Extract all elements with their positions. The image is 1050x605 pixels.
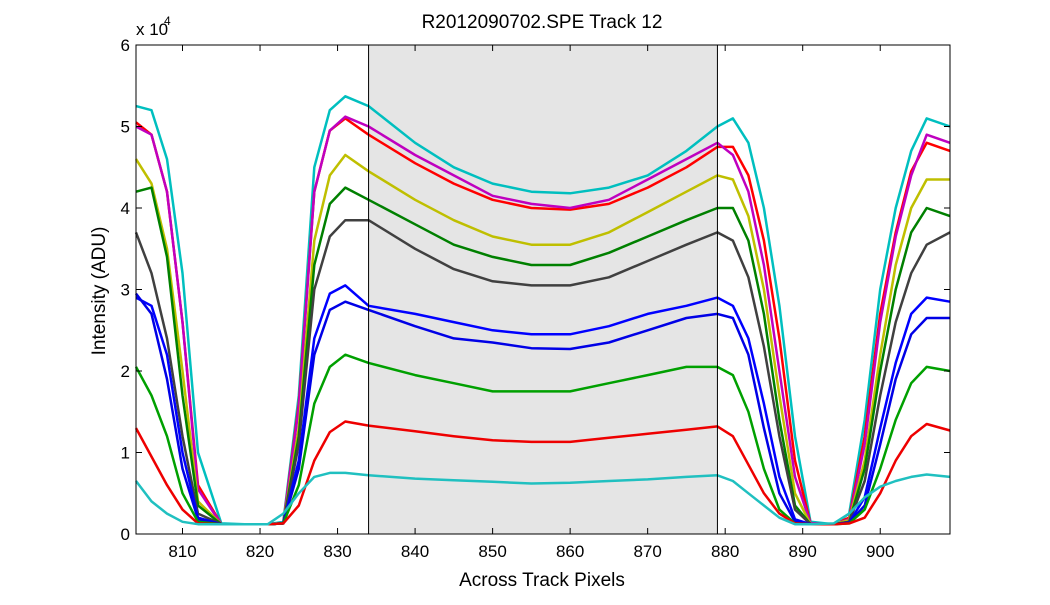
x-tick-label: 890 — [789, 542, 817, 561]
x-tick-label: 850 — [478, 542, 506, 561]
y-tick-label: 3 — [121, 281, 130, 300]
y-tick-label: 0 — [121, 525, 130, 544]
x-tick-label: 820 — [246, 542, 274, 561]
shaded-region — [368, 45, 718, 534]
chart-title: R2012090702.SPE Track 12 — [422, 12, 663, 33]
x-tick-label: 880 — [711, 542, 739, 561]
series-line-11 — [135, 471, 951, 526]
x-axis-label: Across Track Pixels — [459, 570, 625, 591]
y-tick-label: 6 — [121, 36, 130, 55]
series-layer — [134, 95, 951, 526]
y-ticks: 0 1 2 3 4 5 6 — [121, 36, 950, 544]
y-tick-label: 4 — [121, 199, 130, 218]
x-tick-label: 860 — [556, 542, 584, 561]
x-tick-label: 830 — [323, 542, 351, 561]
x-ticks: 810 820 830 840 850 860 870 880 890 900 — [168, 45, 894, 561]
y-multiplier-exponent: 4 — [164, 14, 171, 28]
y-multiplier-label: x 10 — [136, 20, 168, 39]
y-tick-label: 1 — [121, 444, 130, 463]
y-tick-label: 5 — [121, 118, 130, 137]
x-tick-label: 870 — [633, 542, 661, 561]
y-axis-label: Intensity (ADU) — [89, 227, 110, 356]
x-tick-label: 810 — [168, 542, 196, 561]
x-tick-label: 900 — [866, 542, 894, 561]
x-tick-label: 840 — [401, 542, 429, 561]
y-tick-label: 2 — [121, 362, 130, 381]
